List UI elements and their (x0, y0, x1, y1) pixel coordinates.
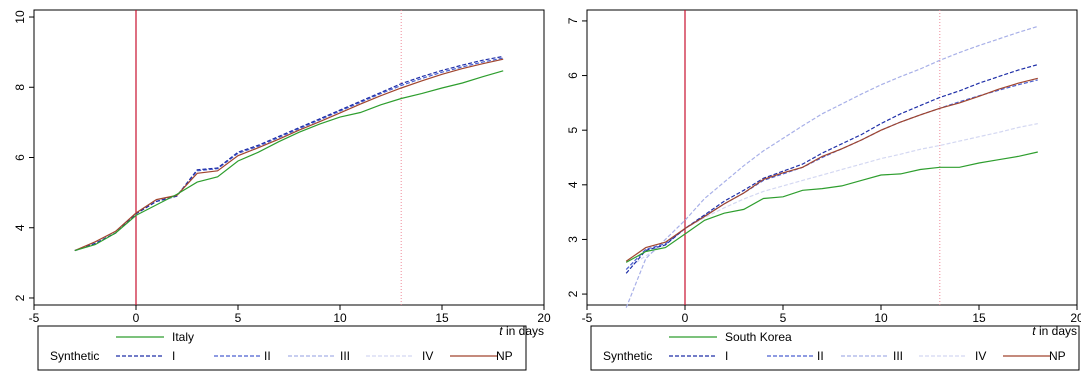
x-tick-label: 15 (972, 311, 986, 325)
x-tick-label: 10 (874, 311, 888, 325)
x-tick-label: 5 (235, 311, 242, 325)
legend-label-III: III (893, 349, 903, 363)
x-tick-label: -5 (582, 311, 593, 325)
x-axis-label-rest: in days (503, 324, 544, 338)
chart-panel-1: -5 0 5 10 15 20 2 4 6 8 10 t in days Italy Synthetic I… (13, 9, 551, 371)
chart-panel-2: -5 0 5 10 15 20 2 3 4 5 6 7 t in days South Korea Synt… (566, 9, 1081, 371)
series-line-III (625, 25, 1038, 308)
y-tick-label: 6 (566, 72, 580, 79)
x-tick-label: -5 (29, 311, 40, 325)
x-axis-label-var: t (499, 324, 503, 338)
legend-label-II: II (264, 349, 271, 363)
x-tick-label: 15 (435, 311, 449, 325)
x-axis-label: t in days (499, 324, 544, 338)
y-tick-label: 4 (566, 181, 580, 188)
series-line-NP (74, 58, 504, 252)
y-tick-label: 2 (13, 294, 27, 301)
plot-frame (33, 9, 545, 306)
y-tick-label: 5 (566, 127, 580, 134)
series-line-IV (625, 123, 1038, 270)
legend-label-observed: South Korea (725, 330, 792, 344)
plot-frame (586, 9, 1078, 306)
legend-synthetic-label: Synthetic (50, 349, 99, 363)
legend-label-NP: NP (496, 349, 513, 363)
x-tick-label: 20 (537, 311, 551, 325)
y-tick-label: 7 (566, 17, 580, 24)
legend-label-III: III (340, 349, 350, 363)
legend-label-NP: NP (1049, 349, 1066, 363)
y-tick-label: 10 (13, 10, 27, 24)
legend-label-IV: IV (975, 349, 986, 363)
x-tick-label: 10 (333, 311, 347, 325)
x-tick-label: 0 (682, 311, 689, 325)
x-tick-label: 5 (780, 311, 787, 325)
legend-label-I: I (172, 349, 175, 363)
y-tick-label: 6 (13, 154, 27, 161)
legend-box (590, 325, 1080, 371)
y-tick-label: 8 (13, 84, 27, 91)
y-tick-label: 2 (566, 290, 580, 297)
x-axis-label-rest: in days (1036, 324, 1077, 338)
x-axis-label-var: t (1032, 324, 1036, 338)
series-line-I (74, 55, 504, 252)
observed-series-line (74, 70, 504, 252)
legend-label-I: I (725, 349, 728, 363)
x-tick-label: 0 (133, 311, 140, 325)
legend-box (37, 325, 527, 371)
legend-label-IV: IV (422, 349, 433, 363)
series-line-I (625, 64, 1038, 274)
series-line-II (625, 79, 1038, 270)
series-line-NP (625, 77, 1038, 262)
series-line-II (74, 57, 504, 252)
x-tick-label: 20 (1070, 311, 1081, 325)
observed-series-line (625, 151, 1038, 263)
y-tick-label: 4 (13, 224, 27, 231)
x-axis-label: t in days (1032, 324, 1077, 338)
legend-synthetic-label: Synthetic (603, 349, 652, 363)
y-tick-label: 3 (566, 236, 580, 243)
legend-label-II: II (817, 349, 824, 363)
legend-label-observed: Italy (172, 330, 194, 344)
